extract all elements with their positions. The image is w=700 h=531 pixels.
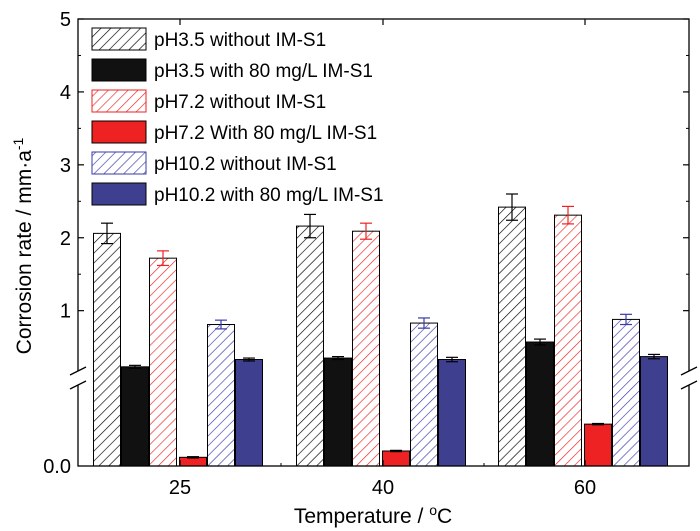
y-tick-label: 0.0	[43, 456, 71, 478]
y-tick-label: 4	[60, 82, 71, 104]
legend-item-2: pH3.5 with 80 mg/L IM-S1	[91, 58, 373, 82]
x-axis-title-main: Temperature /	[294, 505, 429, 528]
bars-layer	[93, 193, 668, 467]
bar-4-25	[179, 456, 207, 467]
bar-6-40	[438, 359, 466, 467]
y-axis-title-main: Corrosion rate / mm·a	[13, 150, 36, 355]
bar-4-40	[382, 450, 410, 467]
error-bar-4-25	[187, 456, 199, 459]
error-bar-5-40	[418, 317, 430, 329]
bar-1-25	[93, 232, 121, 467]
legend-swatch-6	[91, 182, 147, 206]
y-tick-label: 5	[60, 9, 71, 31]
bar-1-40	[296, 225, 324, 467]
error-bar-2-25	[129, 364, 141, 369]
error-bar-6-60	[648, 353, 660, 360]
legend-swatch-5	[91, 151, 147, 175]
legend-item-3: pH7.2 without IM-S1	[91, 89, 326, 113]
bar-2-25	[121, 366, 149, 467]
legend-label-2: pH3.5 with 80 mg/L IM-S1	[154, 61, 373, 82]
legend-item-5: pH10.2 without IM-S1	[91, 151, 337, 175]
y-tick-label: 3	[60, 155, 71, 177]
y-axis-title-sup: -1	[10, 137, 26, 150]
legend-item-6: pH10.2 with 80 mg/L IM-S1	[91, 182, 384, 206]
plot-frame: 1 2 3 4 5 0.0 25 40 60	[43, 9, 698, 499]
bar-3-40	[352, 230, 380, 467]
error-bar-3-25	[157, 250, 169, 267]
bar-6-25	[235, 359, 263, 467]
bar-3-60	[554, 214, 582, 467]
y-axis-break-right	[680, 366, 698, 390]
legend-label-1: pH3.5 without IM-S1	[154, 30, 326, 51]
legend-swatch-4	[91, 120, 147, 144]
x-tick-label-60: 60	[574, 477, 596, 499]
x-axis-title-sup: o	[429, 502, 437, 518]
legend-swatch-1	[91, 27, 147, 51]
error-bar-5-60	[620, 313, 632, 326]
y-tick-label: 1	[60, 301, 71, 323]
bar-2-60	[526, 341, 554, 467]
legend-label-5: pH10.2 without IM-S1	[154, 154, 337, 175]
bar-6-60	[640, 356, 668, 467]
error-bar-4-40	[390, 449, 402, 453]
error-bar-6-40	[446, 356, 458, 363]
error-bar-3-60	[562, 205, 574, 225]
y-axis-title: Corrosion rate / mm·a-1	[10, 137, 36, 354]
y-axis-break-left	[69, 366, 87, 390]
error-bar-1-40	[304, 213, 316, 239]
legend: pH3.5 without IM-S1 pH3.5 with 80 mg/L IM…	[91, 27, 384, 206]
bar-3-25	[149, 257, 177, 467]
x-axis-title-unit: C	[437, 505, 452, 528]
bar-2-40	[324, 357, 352, 467]
error-bar-2-60	[534, 338, 546, 346]
bar-5-60	[612, 318, 640, 467]
bar-1-60	[498, 206, 526, 467]
error-bar-2-40	[332, 356, 344, 361]
bar-5-25	[207, 324, 235, 467]
error-bar-1-60	[506, 193, 518, 221]
legend-item-4: pH7.2 With 80 mg/L IM-S1	[91, 120, 377, 144]
x-tick-label-25: 25	[169, 477, 191, 499]
legend-label-4: pH7.2 With 80 mg/L IM-S1	[154, 123, 377, 144]
legend-item-1: pH3.5 without IM-S1	[91, 27, 326, 51]
legend-label-6: pH10.2 with 80 mg/L IM-S1	[154, 185, 384, 206]
x-axis-title: Temperature / oC	[294, 502, 452, 528]
error-bar-3-40	[360, 222, 372, 240]
bar-5-40	[410, 322, 438, 467]
y-tick-label: 2	[60, 228, 71, 250]
legend-label-3: pH7.2 without IM-S1	[154, 92, 326, 113]
error-bar-1-25	[101, 222, 113, 245]
error-bar-6-25	[243, 357, 255, 362]
legend-swatch-3	[91, 89, 147, 113]
error-bar-5-25	[215, 319, 227, 330]
x-tick-label-40: 40	[372, 477, 394, 499]
error-bar-4-60	[592, 422, 604, 426]
legend-swatch-2	[91, 58, 147, 82]
bar-4-60	[584, 423, 612, 467]
